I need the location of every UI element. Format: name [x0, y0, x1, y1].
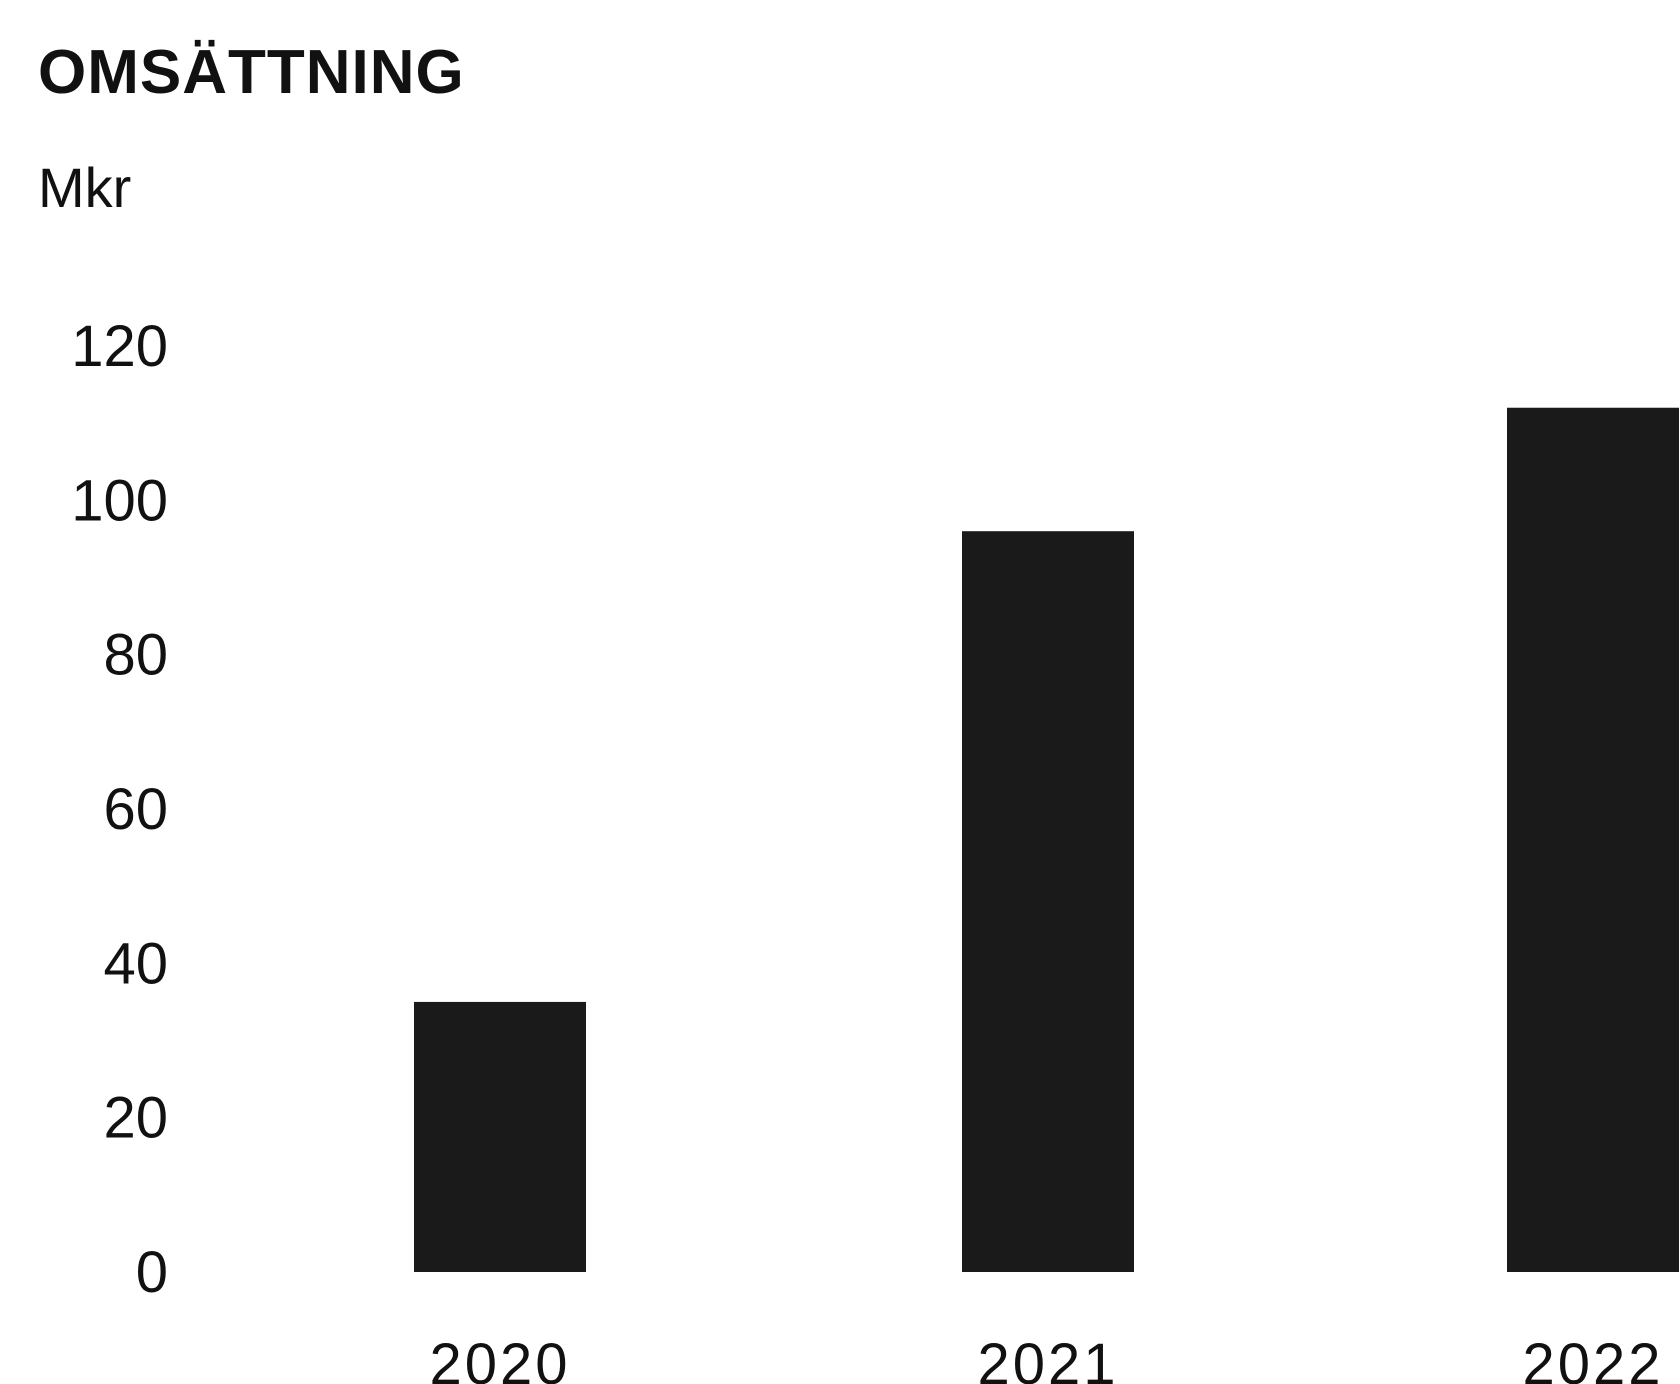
- y-axis-ticks: 0 20 40 60 80 100 120: [71, 314, 168, 1305]
- x-tick-label-2020: 2020: [429, 1332, 570, 1384]
- y-tick-label: 0: [136, 1240, 168, 1305]
- y-tick-label: 80: [103, 623, 168, 688]
- x-tick-label-2021: 2021: [977, 1332, 1118, 1384]
- y-tick-label: 60: [103, 777, 168, 842]
- y-tick-label: 120: [71, 314, 168, 379]
- bar-2021: [962, 531, 1134, 1272]
- chart-title: OMSÄTTNING: [38, 38, 465, 107]
- bars: [414, 407, 1679, 1272]
- y-tick-label: 100: [71, 468, 168, 533]
- y-axis-unit-label: Mkr: [38, 156, 132, 219]
- bar-2022: [1507, 407, 1679, 1272]
- x-tick-label-2022: 2022: [1522, 1332, 1663, 1384]
- bar-2020: [414, 1001, 586, 1272]
- y-tick-label: 20: [103, 1086, 168, 1151]
- y-tick-label: 40: [103, 931, 168, 996]
- x-axis-labels: 2020 2021 2022: [429, 1332, 1663, 1384]
